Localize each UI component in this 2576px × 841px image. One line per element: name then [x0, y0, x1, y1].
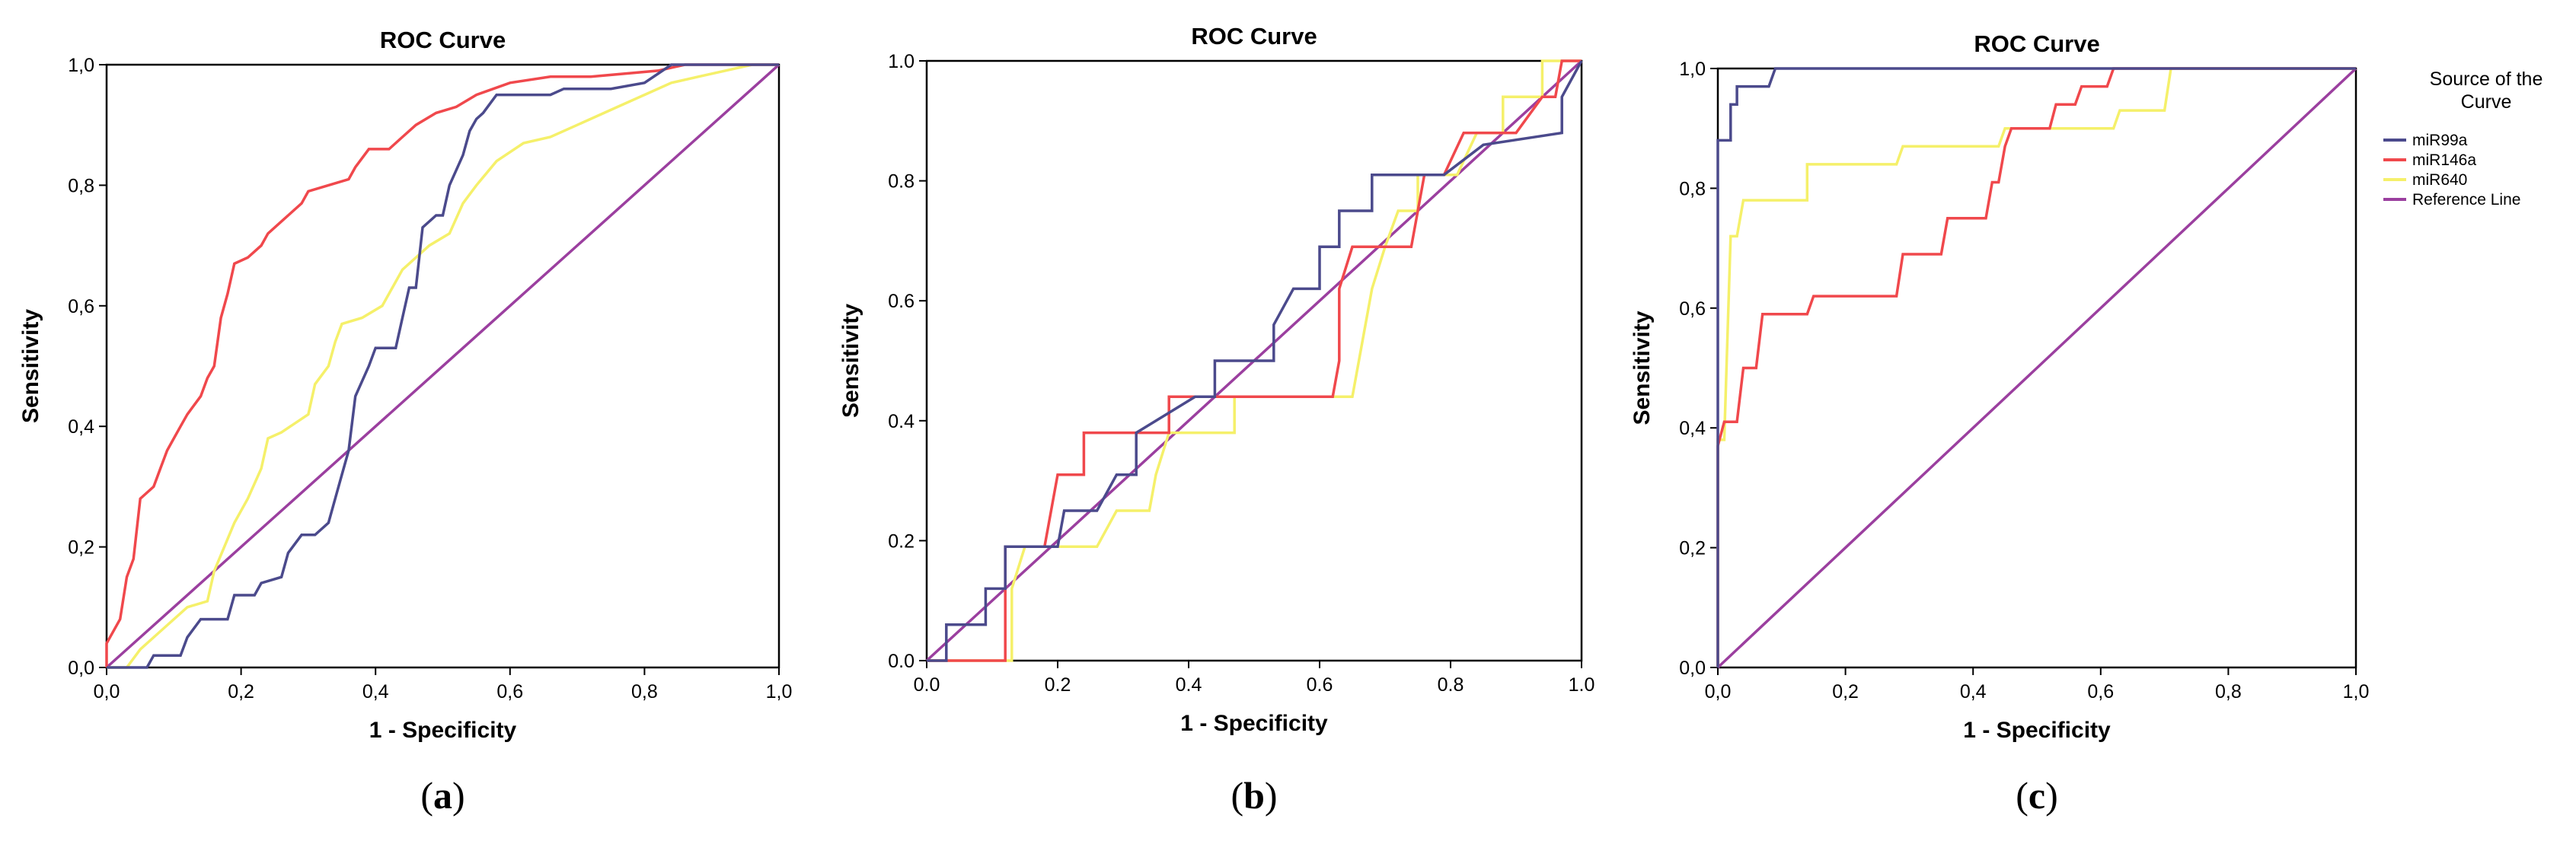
x-tick-label: 0,0	[1705, 681, 1732, 702]
y-axis-label: Sensitivity	[838, 304, 863, 418]
y-tick-label: 0,0	[1679, 658, 1706, 679]
series-reference-line-line	[105, 63, 780, 669]
series-mir146a-line	[105, 63, 779, 667]
y-tick-label: 0,8	[1679, 178, 1706, 199]
x-tick-label: 0,8	[2215, 681, 2242, 702]
x-tick-label: 0,8	[631, 681, 658, 702]
legend-entry: miR640	[2412, 171, 2467, 189]
plot-frame	[105, 63, 780, 669]
x-tick-label: 1.0	[1569, 674, 1595, 696]
x-axis-label: 1 - Specificity	[1963, 718, 2111, 743]
legend-entry: Reference Line	[2412, 191, 2520, 209]
series-reference-line-line	[1716, 67, 2357, 669]
y-axis-label: Sensitivity	[1630, 311, 1655, 425]
series-mir99a-line	[927, 60, 1583, 662]
legend-entry: miR146a	[2412, 151, 2476, 169]
x-tick-label: 0.2	[1045, 674, 1071, 696]
panel-a: 0,0 0,2 0,4 0,6 0,8 1,0 0,0 0,2 0,4 0,6 0,8 1,0 ROC …	[18, 27, 792, 817]
panel-label: (a)	[420, 774, 464, 817]
y-tick-label: 0.0	[888, 651, 915, 672]
x-tick-label: 0,2	[228, 681, 254, 702]
panel-label: (b)	[1231, 774, 1277, 817]
legend-title: Source of the	[2430, 68, 2543, 90]
y-tick-label: 0,6	[1679, 298, 1706, 320]
y-tick-label: 0,0	[68, 658, 94, 679]
x-tick-label: 0,4	[362, 681, 389, 702]
x-tick-label: 0.0	[914, 674, 940, 696]
legend-title-line2: Curve	[2461, 91, 2512, 113]
x-axis-label: 1 - Specificity	[369, 718, 517, 743]
y-tick-label: 0.8	[888, 171, 915, 193]
chart-title: ROC Curve	[1974, 30, 2099, 57]
y-tick-label: 0,2	[1679, 538, 1706, 559]
chart-title: ROC Curve	[380, 27, 506, 53]
y-tick-label: 0,2	[68, 537, 94, 559]
series-mir99a-line	[107, 63, 779, 669]
y-tick-label: 0,4	[1679, 418, 1706, 439]
panel-b: 0.0 0.2 0.4 0.6 0.8 1.0 0.0 0.2 0.4 0.6 0.8 1.0 ROC …	[838, 23, 1594, 817]
y-tick-label: 0.6	[888, 291, 915, 312]
series-mir640-line	[107, 63, 779, 669]
y-tick-label: 0.4	[888, 411, 915, 432]
series-mir146a-line	[1716, 67, 2356, 667]
x-tick-label: 1,0	[2343, 681, 2370, 702]
y-tick-label: 1,0	[68, 55, 94, 76]
x-tick-label: 0,6	[2087, 681, 2114, 702]
x-tick-label: 0,4	[1960, 681, 1987, 702]
y-axis-label: Sensitivity	[18, 309, 43, 423]
x-axis-label: 1 - Specificity	[1180, 711, 1328, 736]
series-mir146a-line	[927, 59, 1582, 662]
x-tick-label: 1,0	[766, 681, 793, 702]
series-mir99a-line	[1716, 67, 2356, 667]
series-mir640-line	[1716, 67, 2356, 667]
y-tick-label: 1,0	[1679, 59, 1706, 80]
x-tick-label: 0.4	[1176, 674, 1202, 696]
legend-entry: miR99a	[2412, 132, 2468, 149]
x-tick-label: 0.6	[1307, 674, 1333, 696]
panel-c: 0,0 0,2 0,4 0,6 0,8 1,0 0,0 0,2 0,4 0,6 0,8 1,0 ROC …	[1630, 30, 2369, 817]
x-tick-label: 0.8	[1438, 674, 1464, 696]
y-tick-label: 1.0	[888, 51, 915, 72]
chart-title: ROC Curve	[1191, 23, 1317, 49]
y-tick-label: 0,4	[68, 416, 94, 438]
x-tick-label: 0,0	[94, 681, 120, 702]
plot-frame	[925, 59, 1583, 662]
x-tick-label: 0,2	[1832, 681, 1859, 702]
panel-label: (c)	[2016, 774, 2058, 817]
y-tick-label: 0,8	[68, 175, 94, 196]
x-tick-label: 0,6	[496, 681, 523, 702]
y-tick-label: 0,6	[68, 296, 94, 317]
y-tick-label: 0.2	[888, 530, 915, 552]
